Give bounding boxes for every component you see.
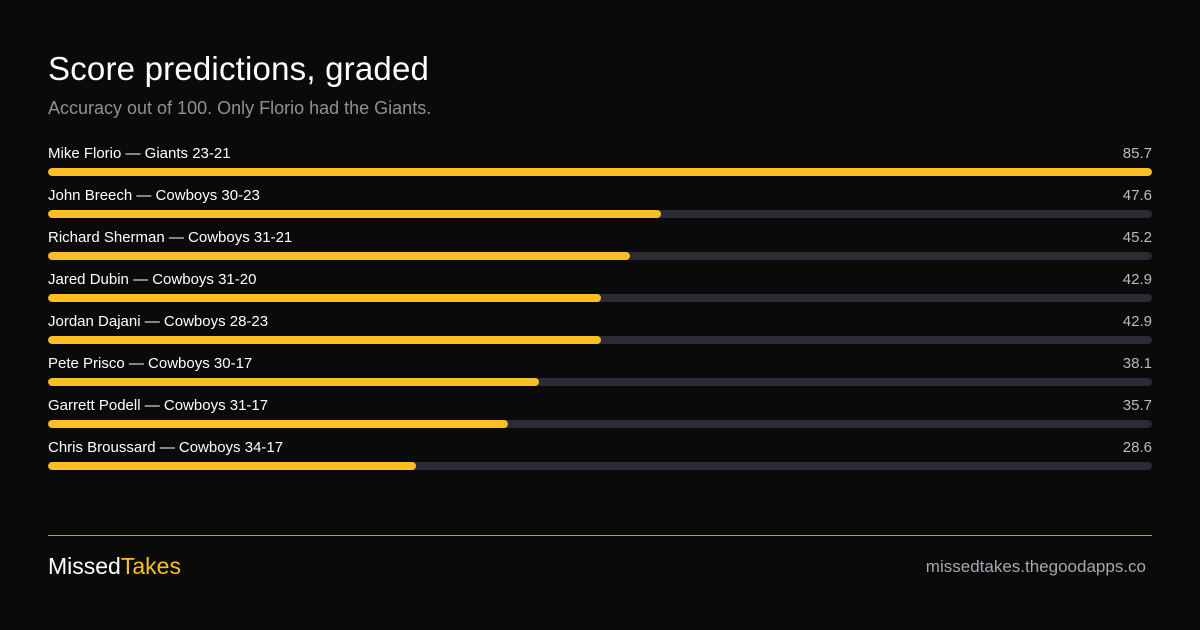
bar-row: John Breech — Cowboys 30-23 47.6 xyxy=(48,186,1152,228)
brand-logo: MissedTakes xyxy=(48,553,181,580)
bar-row: Jordan Dajani — Cowboys 28-23 42.9 xyxy=(48,312,1152,354)
bar-value-label: 35.7 xyxy=(1122,397,1152,414)
bar-value-label: 42.9 xyxy=(1122,313,1152,330)
bar-row: Richard Sherman — Cowboys 31-21 45.2 xyxy=(48,228,1152,270)
bar-fill xyxy=(48,210,662,218)
bar-track xyxy=(48,462,1152,470)
site-url: missedtakes.thegoodapps.co xyxy=(925,557,1146,576)
bar-rows: Mike Florio — Giants 23-21 85.7 John Breec… xyxy=(48,144,1152,480)
bar-row: Mike Florio — Giants 23-21 85.7 xyxy=(48,144,1152,186)
bar-label: Mike Florio — Giants 23-21 xyxy=(48,145,231,162)
bar-label: Jordan Dajani — Cowboys 28-23 xyxy=(48,313,269,330)
bar-value-label: 42.9 xyxy=(1122,271,1152,288)
bar-track xyxy=(48,252,1152,260)
brand-logo-part2: Takes xyxy=(120,553,181,579)
bar-track xyxy=(48,420,1152,428)
bar-fill xyxy=(48,336,601,344)
bar-label: Garrett Podell — Cowboys 31-17 xyxy=(48,397,269,414)
bar-track xyxy=(48,168,1152,176)
chart-title: Score predictions, graded xyxy=(48,50,430,87)
bar-value-label: 45.2 xyxy=(1122,229,1152,246)
bar-value-label: 28.6 xyxy=(1122,439,1152,456)
footer-divider xyxy=(48,535,1152,536)
bar-fill xyxy=(48,378,539,386)
bar-fill xyxy=(48,294,601,302)
bar-row: Garrett Podell — Cowboys 31-17 35.7 xyxy=(48,396,1152,438)
bar-label: John Breech — Cowboys 30-23 xyxy=(48,187,260,204)
chart-subtitle: Accuracy out of 100. Only Florio had the… xyxy=(48,98,432,118)
bar-row: Chris Broussard — Cowboys 34-17 28.6 xyxy=(48,438,1152,480)
bar-label: Richard Sherman — Cowboys 31-21 xyxy=(48,229,293,246)
bar-track xyxy=(48,378,1152,386)
bar-fill xyxy=(48,420,508,428)
bar-label: Chris Broussard — Cowboys 34-17 xyxy=(48,439,284,456)
bar-track xyxy=(48,294,1152,302)
bar-fill xyxy=(48,462,417,470)
bar-label: Jared Dubin — Cowboys 31-20 xyxy=(48,271,257,288)
bar-track xyxy=(48,336,1152,344)
bar-value-label: 85.7 xyxy=(1122,145,1152,162)
bar-row: Pete Prisco — Cowboys 30-17 38.1 xyxy=(48,354,1152,396)
bar-value-label: 47.6 xyxy=(1122,187,1152,204)
bar-label: Pete Prisco — Cowboys 30-17 xyxy=(48,355,253,372)
brand-logo-part1: Missed xyxy=(48,553,121,579)
chart-card: Score predictions, graded Accuracy out o… xyxy=(48,0,1152,630)
bar-fill xyxy=(48,252,631,260)
bar-fill xyxy=(48,168,1152,176)
bar-track xyxy=(48,210,1152,218)
bar-row: Jared Dubin — Cowboys 31-20 42.9 xyxy=(48,270,1152,312)
bar-value-label: 38.1 xyxy=(1122,355,1152,372)
